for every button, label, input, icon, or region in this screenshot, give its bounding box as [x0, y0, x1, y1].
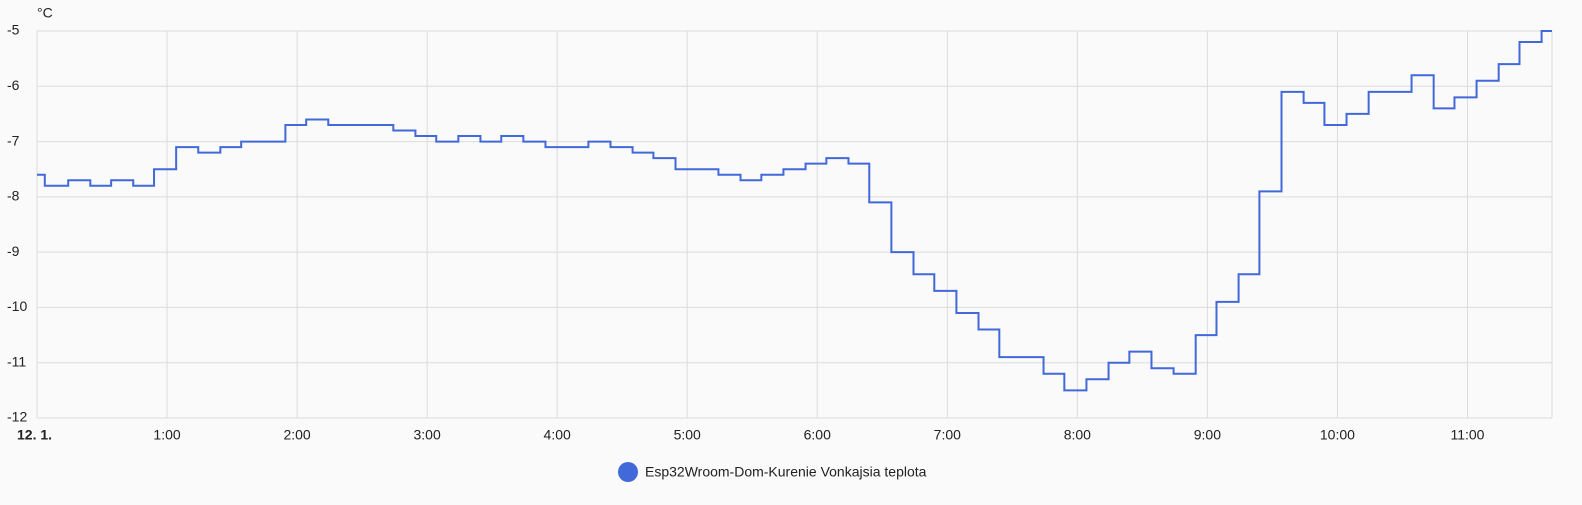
y-tick-label: -6: [7, 77, 20, 93]
x-tick-label: 12. 1.: [17, 427, 52, 443]
x-tick-label: 2:00: [283, 427, 310, 443]
y-tick-label: -12: [7, 409, 27, 425]
x-tick-label: 11:00: [1450, 427, 1484, 443]
x-tick-label: 8:00: [1064, 427, 1091, 443]
legend-label: Esp32Wroom-Dom-Kurenie Vonkajsia teplota: [645, 464, 927, 480]
y-tick-label: -5: [7, 22, 20, 38]
data-line: [37, 30, 1552, 392]
y-tick-label: -7: [7, 132, 20, 148]
legend-swatch: [618, 462, 638, 482]
legend-item: Esp32Wroom-Dom-Kurenie Vonkajsia teplota: [618, 462, 927, 482]
y-unit: °C: [37, 5, 53, 21]
y-tick-label: -10: [7, 298, 27, 314]
x-tick-label: 10:00: [1320, 427, 1355, 443]
x-tick-label: 4:00: [544, 427, 571, 443]
x-tick-label: 9:00: [1194, 427, 1221, 443]
y-tick-label: -9: [7, 243, 20, 259]
x-tick-label: 6:00: [804, 427, 831, 443]
x-tick-label: 5:00: [674, 427, 701, 443]
y-tick-label: -11: [7, 353, 26, 369]
x-tick-label: 7:00: [934, 427, 961, 443]
y-tick-label: -8: [7, 188, 20, 204]
x-tick-label: 3:00: [414, 427, 441, 443]
x-tick-label: 1:00: [153, 427, 180, 443]
